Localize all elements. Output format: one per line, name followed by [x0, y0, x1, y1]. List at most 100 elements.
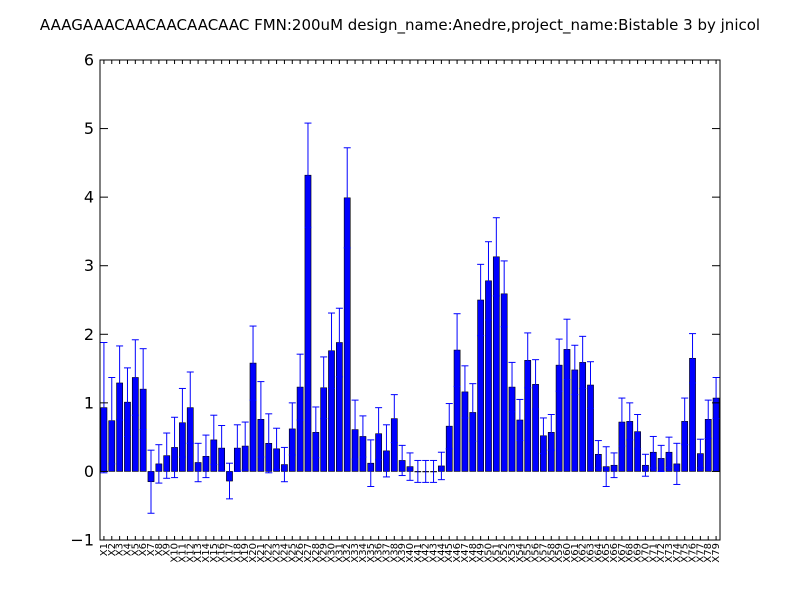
- x-tick-label: X79: [711, 543, 722, 563]
- x-tick-label: X39: [397, 543, 408, 563]
- x-tick-label: X18: [232, 543, 243, 563]
- x-tick-label: X63: [586, 543, 597, 563]
- error-bar-x36: [375, 407, 383, 461]
- error-bar-x29: [320, 356, 328, 420]
- error-bar-x54: [516, 398, 524, 442]
- error-bar-x4: [123, 367, 131, 437]
- error-bar-x31: [335, 307, 343, 378]
- x-tick-label: X15: [209, 543, 220, 563]
- x-tick-label: X31: [334, 543, 345, 563]
- error-bar-x68: [626, 402, 634, 441]
- x-tick-label: X13: [193, 543, 204, 563]
- y-tick-label: 5: [84, 119, 94, 138]
- x-tick-label: X22: [264, 543, 275, 563]
- x-tick-label: X25: [287, 543, 298, 563]
- x-tick-label: X68: [625, 543, 636, 563]
- x-tick-label: X57: [538, 543, 549, 563]
- x-tick-label: X10: [170, 543, 181, 563]
- error-bar-x10: [171, 416, 179, 479]
- error-bar-x38: [390, 394, 398, 444]
- x-tick-label: X4: [122, 543, 133, 556]
- x-tick-label: X55: [523, 543, 534, 563]
- y-tick-label: 6: [84, 51, 94, 70]
- x-tick-label: X21: [256, 543, 267, 563]
- x-tick-label: X62: [578, 543, 589, 563]
- error-bar-x34: [359, 415, 367, 458]
- x-tick-label: X60: [562, 543, 573, 563]
- x-tick-label: X45: [444, 543, 455, 563]
- x-tick-label: X50: [483, 543, 494, 563]
- x-tick-label: X2: [107, 543, 118, 556]
- error-bar-x76: [689, 333, 697, 384]
- x-tick-label: X76: [688, 543, 699, 563]
- error-bar-x63: [587, 361, 595, 409]
- x-tick-label: X61: [570, 543, 581, 563]
- x-tick-label: X6: [138, 543, 149, 556]
- x-tick-label: X23: [272, 543, 283, 563]
- x-tick-label: X77: [695, 543, 706, 563]
- error-bar-x69: [634, 414, 642, 450]
- error-bar-x3: [116, 345, 124, 421]
- error-bar-x57: [539, 417, 547, 455]
- error-bar-x11: [178, 387, 186, 458]
- error-bar-x25: [288, 402, 296, 456]
- x-axis-tick-labels: X1X2X3X4X5X6X7X8X9X10X11X12X13X14X15X16X…: [99, 543, 722, 563]
- x-tick-label: X5: [130, 543, 141, 556]
- x-tick-label: X44: [436, 543, 447, 563]
- error-bar-x50: [484, 241, 492, 321]
- error-bar-x59: [555, 338, 563, 392]
- error-bar-x15: [210, 414, 218, 466]
- error-bar-x75: [681, 397, 689, 446]
- x-tick-label: X70: [640, 543, 651, 563]
- error-bar-x6: [139, 348, 147, 431]
- error-bar-x73: [665, 436, 673, 468]
- error-bar-x44: [437, 451, 445, 481]
- x-tick-label: X74: [672, 543, 683, 563]
- error-bar-x9: [163, 432, 171, 479]
- x-tick-label: X27: [303, 543, 314, 563]
- x-tick-label: X53: [507, 543, 518, 563]
- x-tick-label: X38: [389, 543, 400, 563]
- error-bar-x26: [296, 353, 304, 421]
- error-bar-x52: [500, 260, 508, 328]
- error-bar-x64: [594, 440, 602, 469]
- error-bar-x1: [100, 342, 108, 474]
- x-tick-label: X32: [342, 543, 353, 563]
- x-tick-label: X34: [358, 543, 369, 563]
- error-bar-x2: [108, 376, 116, 465]
- bars-layer: [100, 174, 720, 483]
- error-bar-x70: [641, 453, 649, 477]
- error-bar-x60: [563, 318, 571, 381]
- x-tick-label: X40: [405, 543, 416, 563]
- y-axis-tick-labels: 6 5 4 3 2 1 0 −1: [70, 51, 94, 550]
- error-bar-x66: [610, 452, 618, 479]
- x-tick-label: X43: [429, 543, 440, 563]
- error-bar-x18: [233, 424, 241, 472]
- error-bar-x61: [571, 344, 579, 396]
- x-tick-label: X41: [413, 543, 424, 563]
- error-bar-x14: [202, 434, 210, 479]
- x-tick-label: X48: [468, 543, 479, 563]
- error-bar-x43: [430, 459, 438, 483]
- error-bar-x16: [218, 424, 226, 472]
- error-bar-x17: [225, 462, 233, 500]
- x-tick-label: X1: [99, 543, 110, 556]
- x-tick-label: X66: [609, 543, 620, 563]
- y-tick-label: 1: [84, 393, 94, 412]
- y-tick-label: 3: [84, 256, 94, 275]
- y-tick-label: 0: [84, 462, 94, 481]
- error-bar-x67: [618, 397, 626, 447]
- x-tick-label: X8: [154, 543, 165, 556]
- axis-ticks: [100, 59, 720, 541]
- error-bar-x77: [696, 438, 704, 469]
- error-bar-x46: [453, 313, 461, 387]
- x-tick-label: X3: [115, 543, 126, 556]
- x-tick-label: X17: [224, 543, 235, 563]
- x-tick-label: X47: [460, 543, 471, 563]
- x-tick-label: X75: [680, 543, 691, 563]
- error-bar-x47: [461, 365, 469, 419]
- x-tick-label: X52: [499, 543, 510, 563]
- x-tick-label: X65: [601, 543, 612, 563]
- error-bar-x41: [414, 459, 422, 483]
- error-bar-x19: [241, 421, 249, 471]
